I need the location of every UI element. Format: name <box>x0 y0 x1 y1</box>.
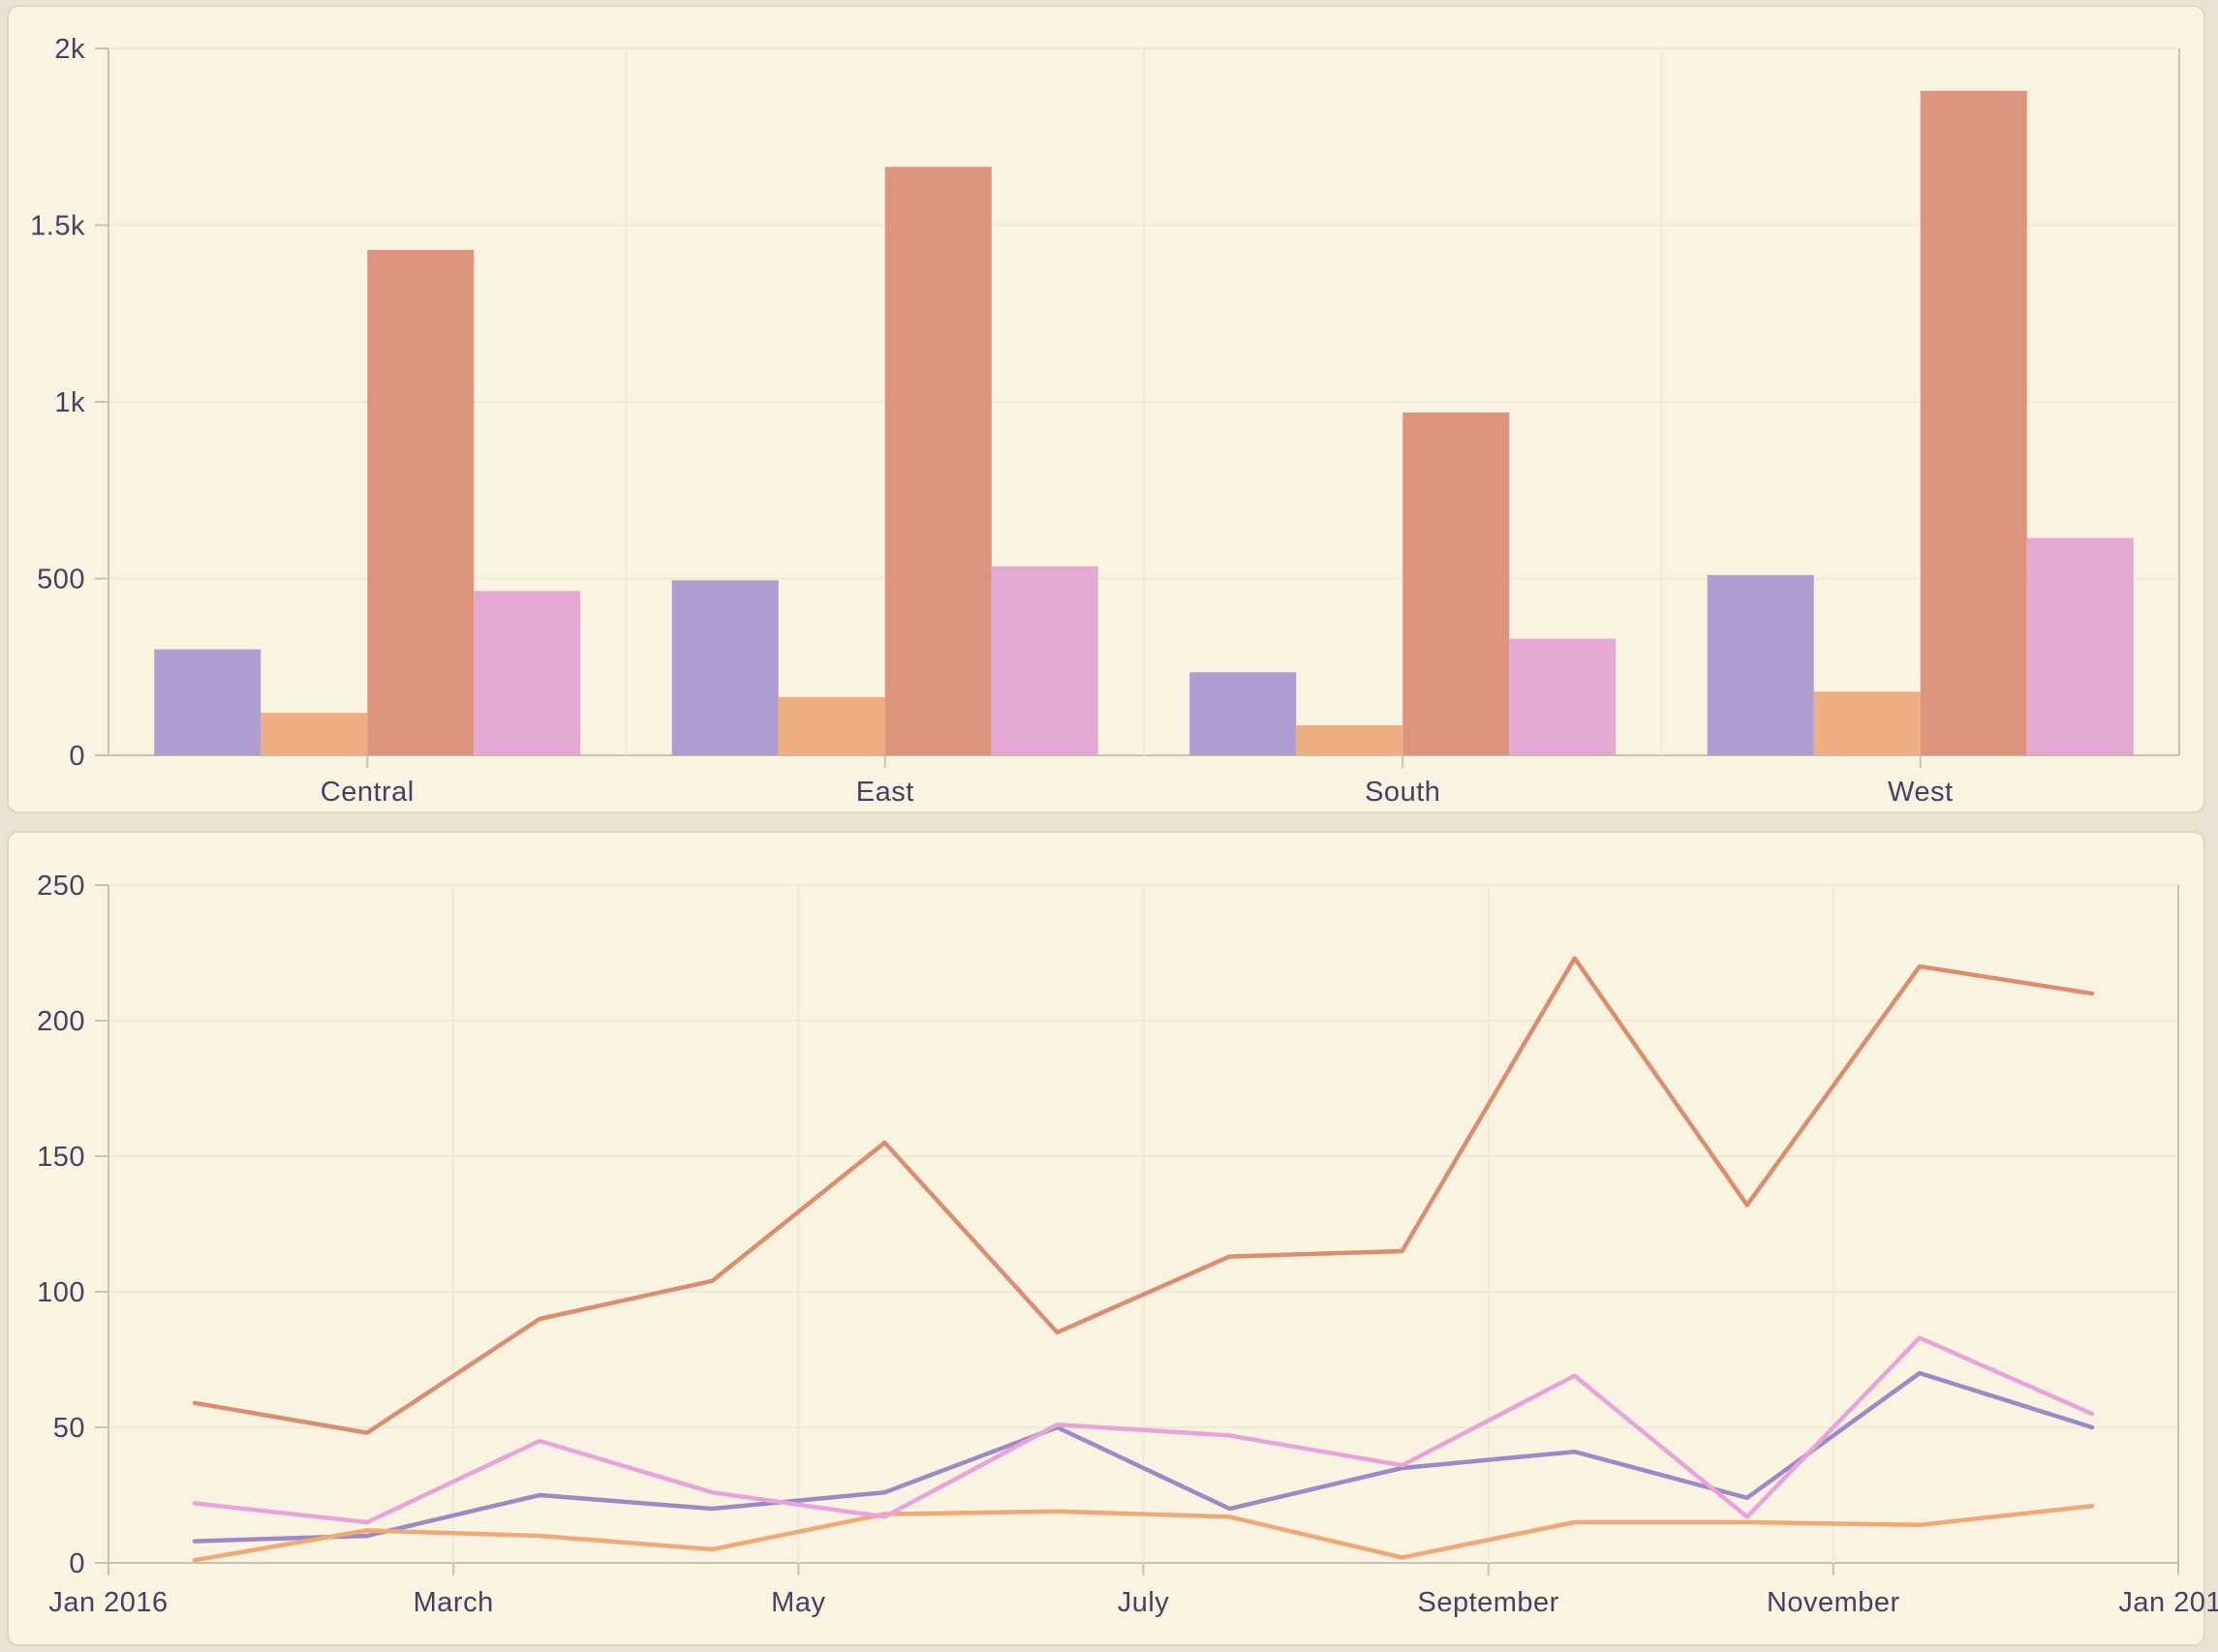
bar-east-purple[interactable] <box>671 580 779 755</box>
line-series-purple[interactable] <box>192 1370 2095 1544</box>
bar-west-pink[interactable] <box>2026 537 2134 755</box>
x-axis-tick-label: Jan 2017 <box>2118 1587 2218 1618</box>
x-axis-category-label: South <box>1365 777 1440 808</box>
y-axis-tick-label: 0 <box>69 1548 85 1579</box>
y-axis-tick-label: 100 <box>37 1277 85 1308</box>
line-chart-card: 0 50 100 150 200 250 Jan 2016 March May July Septe… <box>7 831 2218 1648</box>
line-series-salmon[interactable] <box>192 956 2095 1435</box>
x-axis-category-label: East <box>856 777 914 808</box>
y-axis-tick-label: 150 <box>37 1142 85 1173</box>
line-series-orange[interactable] <box>192 1503 2095 1563</box>
bar-west-purple[interactable] <box>1707 574 1814 755</box>
bar-central-pink[interactable] <box>474 591 581 755</box>
bar-chart-card: 0 500 1k 1.5k 2k Central East South West <box>7 5 2205 813</box>
bar-central-salmon[interactable] <box>367 250 475 755</box>
line-series-pink[interactable] <box>192 1335 2095 1525</box>
x-axis-tick-label: November <box>1767 1587 1900 1618</box>
bar-south-orange[interactable] <box>1296 724 1403 755</box>
y-axis-tick-label: 200 <box>37 1006 85 1037</box>
bar-west-orange[interactable] <box>1813 691 1921 755</box>
x-axis-tick-label: May <box>771 1587 825 1618</box>
bar-central-orange[interactable] <box>261 713 368 755</box>
y-axis-tick-label: 2k <box>54 34 85 65</box>
y-axis-tick-label: 50 <box>53 1413 85 1444</box>
bar-east-salmon[interactable] <box>884 167 992 755</box>
x-axis-category-label: Central <box>321 777 415 808</box>
bar-central-purple[interactable] <box>154 649 262 756</box>
bar-south-pink[interactable] <box>1509 638 1617 755</box>
y-axis-tick-label: 1.5k <box>30 211 85 242</box>
bar-south-salmon[interactable] <box>1402 412 1510 755</box>
y-axis-tick-label: 1k <box>54 387 85 418</box>
x-axis-tick-label: March <box>414 1587 494 1618</box>
bar-chart-canvas[interactable]: 0 500 1k 1.5k 2k Central East South West <box>9 7 2207 815</box>
x-axis-tick-label: Jan 2016 <box>48 1587 168 1618</box>
x-axis-tick-label: July <box>1118 1587 1170 1618</box>
bar-east-pink[interactable] <box>991 566 1098 755</box>
bar-south-purple[interactable] <box>1189 672 1297 755</box>
y-axis-tick-label: 250 <box>37 871 85 902</box>
line-chart-canvas[interactable]: 0 50 100 150 200 250 Jan 2016 March May July Septe… <box>9 833 2218 1648</box>
x-axis-tick-label: September <box>1417 1587 1558 1618</box>
bar-west-salmon[interactable] <box>1920 90 2027 756</box>
bar-east-orange[interactable] <box>778 696 885 755</box>
y-axis-tick-label: 0 <box>69 741 85 772</box>
x-axis-category-label: West <box>1888 777 1954 808</box>
y-axis-tick-label: 500 <box>37 565 85 596</box>
